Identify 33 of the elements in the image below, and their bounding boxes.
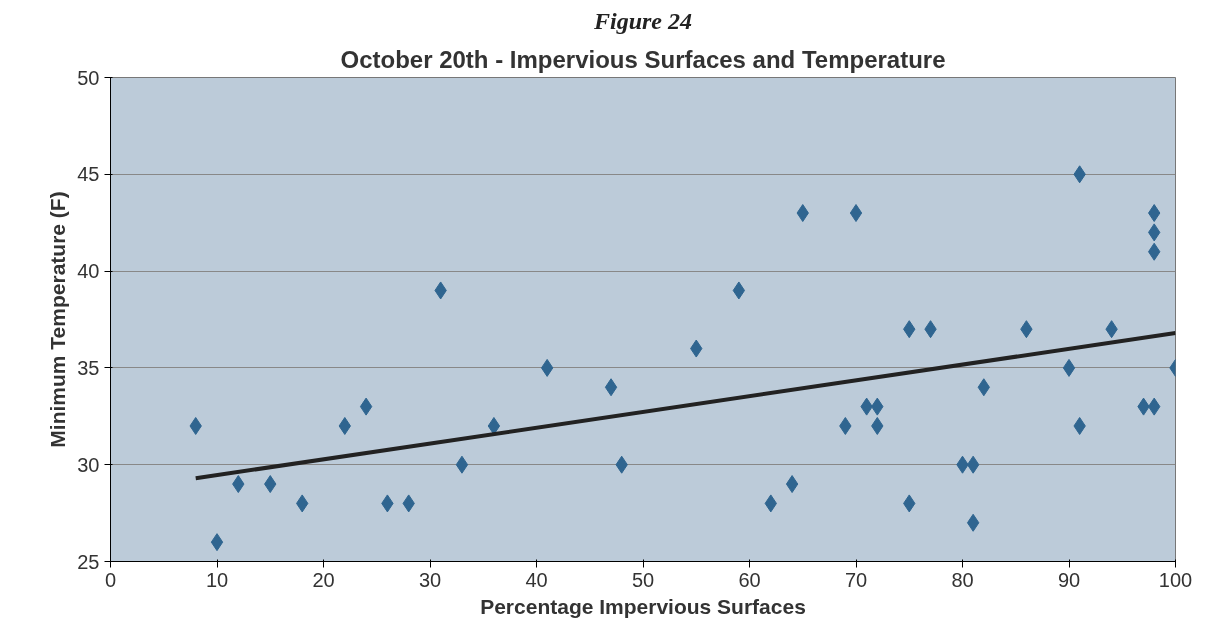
y-tick-label: 50 <box>77 66 100 89</box>
point <box>210 533 224 552</box>
point <box>1062 358 1076 377</box>
x-tick-label: 80 <box>951 568 974 591</box>
point <box>487 416 501 435</box>
point <box>966 455 980 474</box>
point <box>732 281 746 300</box>
x-tick-label: 20 <box>312 568 335 591</box>
point <box>455 455 469 474</box>
y-tick-label: 40 <box>77 260 100 283</box>
x-tick-label: 50 <box>631 568 655 591</box>
y-axis-title: Minimum Temperature (F) <box>46 191 70 448</box>
point <box>966 513 980 532</box>
point <box>849 204 863 223</box>
point <box>540 358 554 377</box>
x-tick-label: 30 <box>418 568 442 591</box>
chart-title: Figure 24 <box>592 7 693 34</box>
x-tick-label: 90 <box>1057 568 1081 591</box>
x-tick-label: 10 <box>205 568 229 591</box>
y-tick-label: 45 <box>77 163 100 186</box>
y-tick-label: 25 <box>77 550 100 573</box>
x-tick-label: 70 <box>844 568 868 591</box>
chart-subtitle: October 20th - Impervious Surfaces and Temperature <box>340 45 946 73</box>
x-axis-title: Percentage Impervious Surfaces <box>480 594 806 618</box>
y-tick-label: 35 <box>77 356 100 379</box>
x-tick-label: 100 <box>1158 568 1193 591</box>
x-tick-label: 0 <box>104 568 117 591</box>
point <box>359 397 373 416</box>
point <box>604 378 618 397</box>
y-tick-label: 30 <box>77 453 100 476</box>
x-tick-label: 40 <box>525 568 548 591</box>
point <box>785 475 799 494</box>
x-tick-label: 60 <box>738 568 761 591</box>
